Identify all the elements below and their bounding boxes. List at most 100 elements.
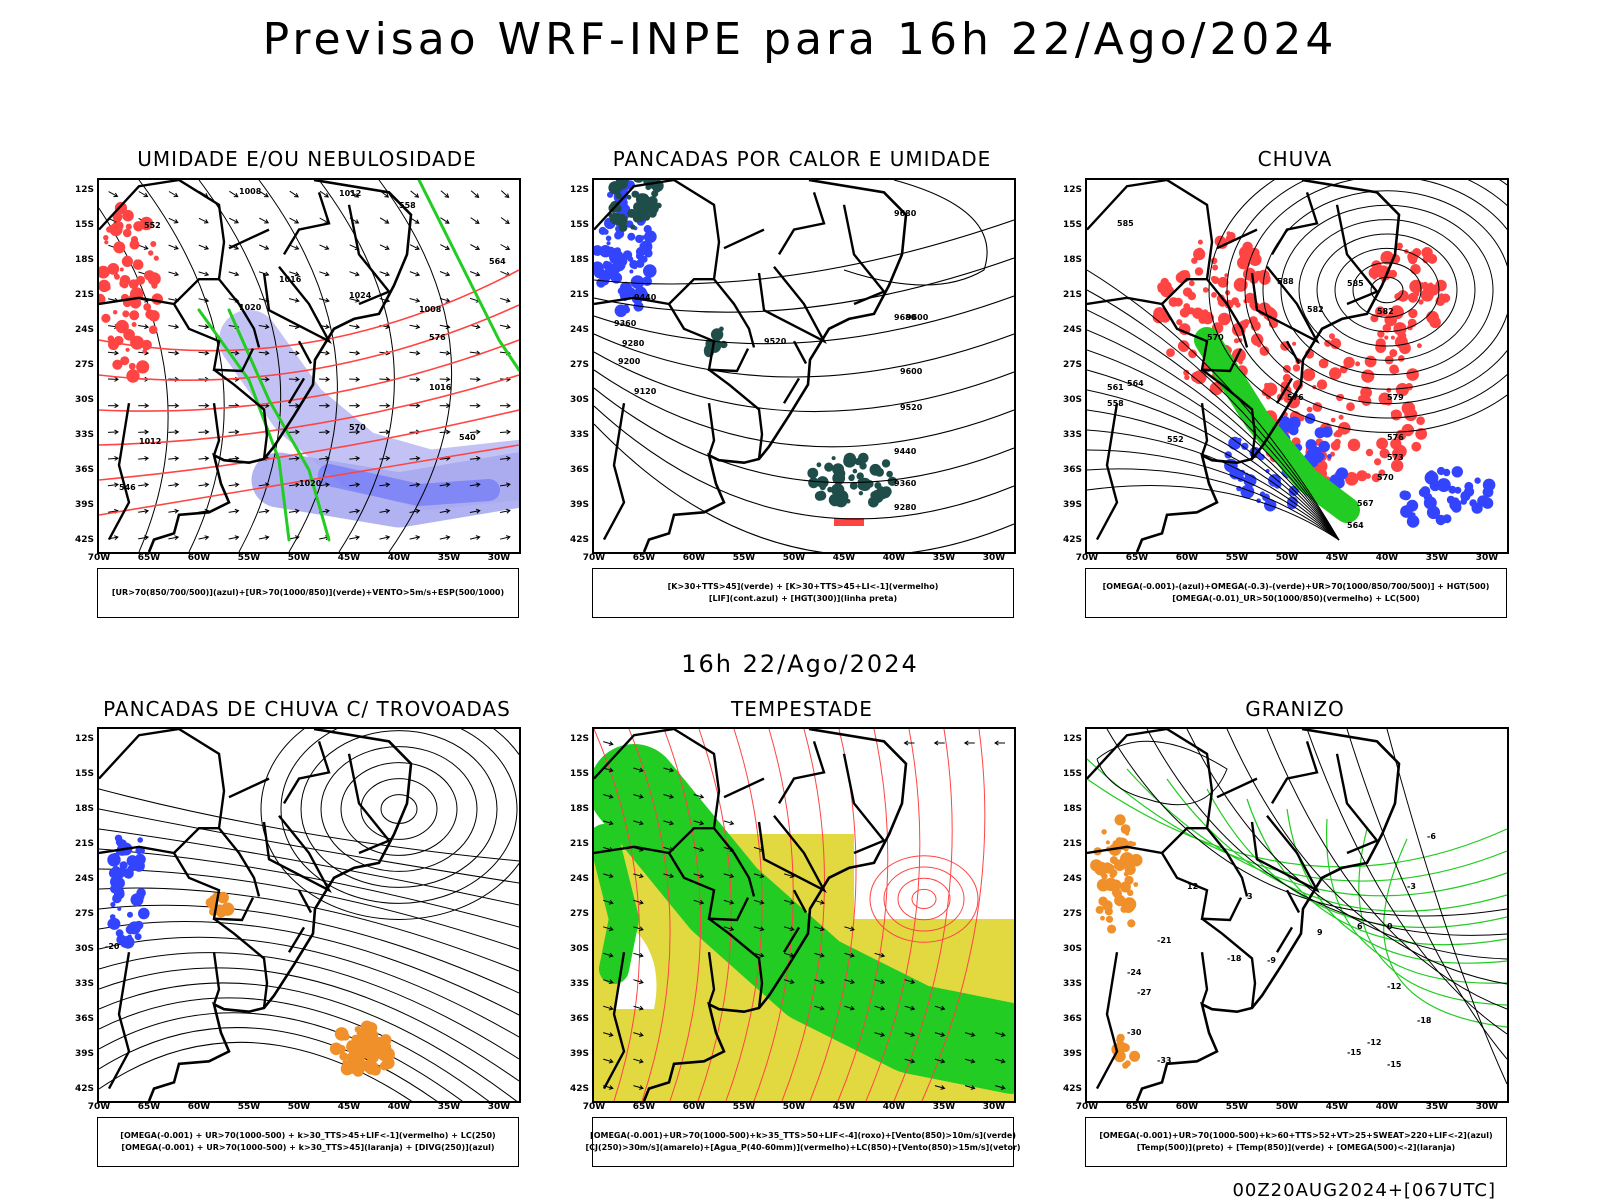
map-plot: -20	[97, 727, 521, 1103]
hgt300-contours	[594, 220, 1014, 552]
contour-label: -15	[1387, 1060, 1402, 1069]
longitude-tick-label: 30W	[1476, 553, 1498, 563]
contour-label: 570	[1207, 333, 1224, 342]
map-canvas: 9680960095209440936092809200912092809360…	[594, 180, 1014, 552]
streamline-ring	[381, 795, 417, 824]
latitude-tick-label: 18S	[75, 255, 94, 265]
latitude-tick-label: 24S	[570, 325, 589, 335]
contour-label: 1008	[419, 305, 442, 314]
latitude-tick-label: 15S	[570, 769, 589, 779]
contour-label: 582	[1377, 307, 1394, 316]
contour-label: 546	[119, 483, 136, 492]
latitude-tick-label: 39S	[570, 500, 589, 510]
latitude-tick-label: 27S	[570, 909, 589, 919]
latitude-tick-label: 33S	[570, 979, 589, 989]
latitude-tick-label: 24S	[75, 874, 94, 884]
contour-label: 585	[1117, 219, 1134, 228]
latitude-tick-label: 42S	[570, 535, 589, 545]
latitude-tick-label: 30S	[75, 944, 94, 954]
latitude-tick-label: 15S	[1063, 769, 1082, 779]
contour-label: -6	[1427, 832, 1436, 841]
latitude-tick-label: 24S	[1063, 874, 1082, 884]
contour-label: 3	[1247, 892, 1253, 901]
streamlines-250	[99, 789, 519, 1101]
latitude-tick-label: 12S	[570, 734, 589, 744]
latitude-tick-label: 39S	[1063, 500, 1082, 510]
map-canvas	[594, 729, 1014, 1101]
wind850-green-area	[604, 839, 624, 969]
latitude-tick-label: 33S	[1063, 979, 1082, 989]
panel-legend: [OMEGA(-0.001)+UR>70(1000-500)+k>35_TTS>…	[592, 1117, 1014, 1167]
latitude-tick-label: 33S	[570, 430, 589, 440]
latitude-tick-label: 39S	[75, 500, 94, 510]
contour-label: 9600	[900, 367, 923, 376]
longitude-tick-label: 50W	[288, 1102, 310, 1112]
contour-label: 567	[1357, 499, 1374, 508]
contour-label: 9680	[894, 313, 917, 322]
longitude-tick-label: 70W	[583, 1102, 605, 1112]
panel-legend: [OMEGA(-0.001)+UR>70(1000-500)+k>60+TTS>…	[1085, 1117, 1507, 1167]
legend-line: [OMEGA(-0.001)+UR>70(1000-500)+k>60+TTS>…	[1099, 1130, 1492, 1142]
longitude-tick-label: 45W	[833, 553, 855, 563]
contour-label: 579	[1387, 393, 1404, 402]
contour-label: -15	[1347, 1048, 1362, 1057]
legend-line: [CJ(250)>30m/s](amarelo)+[Agua_P(40-60mm…	[585, 1142, 1020, 1154]
latitude-tick-label: 15S	[1063, 220, 1082, 230]
latitude-tick-label: 18S	[570, 804, 589, 814]
contour-label: 9120	[634, 387, 657, 396]
latitude-tick-label: 30S	[1063, 395, 1082, 405]
longitude-tick-label: 60W	[1176, 553, 1198, 563]
latitude-tick-label: 27S	[1063, 909, 1082, 919]
run-timestamp: 00Z20AUG2024+[067UTC]	[1232, 1180, 1496, 1201]
longitude-tick-label: 50W	[288, 553, 310, 563]
contour-label: 9280	[622, 339, 645, 348]
legend-line: [LIF](cont.azul) + [HGT(300)](linha pret…	[709, 593, 897, 605]
longitude-tick-label: 40W	[883, 553, 905, 563]
contour-label: -20	[105, 942, 120, 951]
coastline-borders	[1087, 729, 1399, 1101]
contour-label: -27	[1137, 988, 1151, 997]
legend-line: [OMEGA(-0.001) + UR>70(1000-500) + k>30_…	[120, 1130, 495, 1142]
latitude-tick-label: 30S	[75, 395, 94, 405]
latitude-tick-label: 27S	[75, 360, 94, 370]
longitude-tick-label: 50W	[783, 553, 805, 563]
contour-label: 585	[1347, 279, 1364, 288]
contour-labels: 9680960095209440936092809200912092809360…	[614, 209, 929, 512]
contour-label: 9200	[618, 357, 641, 366]
contour-label: 1024	[349, 291, 372, 300]
longitude-tick-label: 40W	[388, 1102, 410, 1112]
longitude-tick-label: 55W	[1226, 553, 1248, 563]
contour-label: 561	[1107, 383, 1124, 392]
latitude-tick-label: 15S	[75, 220, 94, 230]
contour-label: 576	[1387, 433, 1404, 442]
main-title: Previsao WRF-INPE para 16h 22/Ago/2024	[0, 14, 1600, 65]
longitude-tick-label: 35W	[438, 553, 460, 563]
latitude-tick-label: 42S	[1063, 535, 1082, 545]
panel-legend: [OMEGA(-0.001)-(azul)+OMEGA(-0.3)-(verde…	[1085, 568, 1507, 618]
legend-line: [OMEGA(-0.001)-(azul)+OMEGA(-0.3)-(verde…	[1103, 581, 1490, 593]
legend-line: [UR>70(850/700/500)](azul)+[UR>70(1000/8…	[112, 587, 504, 599]
longitude-tick-label: 45W	[1326, 553, 1348, 563]
panel-legend: [K>30+TTS>45](verde) + [K>30+TTS>45+LI<-…	[592, 568, 1014, 618]
contour-label: 0	[1387, 922, 1393, 931]
latitude-tick-label: 36S	[1063, 465, 1082, 475]
longitude-tick-label: 55W	[238, 553, 260, 563]
longitude-tick-label: 70W	[583, 553, 605, 563]
latitude-tick-label: 18S	[75, 804, 94, 814]
contour-label: -9	[1267, 956, 1276, 965]
latitude-tick-label: 42S	[1063, 1084, 1082, 1094]
latitude-tick-label: 39S	[75, 1049, 94, 1059]
latitude-tick-label: 18S	[1063, 255, 1082, 265]
latitude-tick-label: 39S	[570, 1049, 589, 1059]
panel-title: PANCADAS POR CALOR E UMIDADE	[552, 147, 1052, 171]
latitude-tick-label: 21S	[570, 290, 589, 300]
